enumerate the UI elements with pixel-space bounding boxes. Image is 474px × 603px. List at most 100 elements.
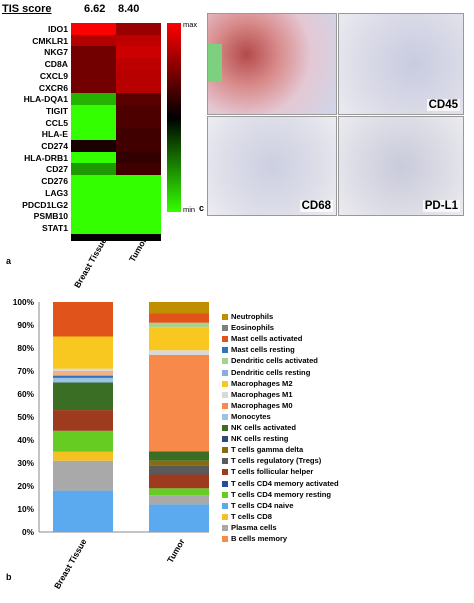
bar-segment [149, 488, 209, 496]
bar-segment [149, 465, 209, 475]
color-scale-bar [167, 23, 181, 212]
legend-swatch [222, 325, 228, 332]
y-tick-label: 90% [17, 320, 34, 330]
heatmap-cell [71, 175, 116, 188]
y-tick-label: 20% [17, 481, 34, 491]
gene-label: HLA-E [41, 129, 68, 140]
micrograph-label-cd68: CD68 [299, 200, 333, 212]
bar-segment [53, 371, 113, 376]
gene-label: PDCD1LG2 [22, 199, 68, 210]
legend-swatch [222, 491, 228, 498]
legend-entry: Dendritic cells resting [231, 367, 311, 377]
stacked-bars [38, 302, 209, 533]
legend-entry: T cells CD4 memory resting [231, 489, 332, 499]
heatmap-cell [116, 210, 161, 223]
heatmap-cell [71, 140, 116, 153]
gene-label: STAT1 [42, 222, 68, 233]
gene-label-list: IDO1 CMKLR1 NKG7 CD8A CXCL9 CXCR6 HLA-DQA1 TIGI… [0, 23, 70, 241]
heatmap-cell [116, 175, 161, 188]
heatmap-cell [71, 221, 116, 235]
legend-entry: Mast cells resting [231, 345, 295, 355]
heatmap-cell [116, 34, 161, 47]
micrograph-cd45: CD45 [338, 13, 464, 115]
legend-swatch [222, 369, 228, 376]
legend-swatch [222, 458, 228, 465]
gene-label: CD27 [46, 164, 68, 175]
micrograph-label-pdl1: PD-L1 [422, 200, 460, 212]
bar-segment [53, 382, 113, 411]
legend-entry: T cells CD8 [231, 511, 272, 521]
legend-entry: B cells memory [231, 534, 288, 543]
tis-score-breast: 6.62 [84, 3, 106, 15]
he-stain-edge [208, 44, 222, 82]
heatmap-cell [71, 163, 116, 176]
heatmap-cell [71, 34, 116, 47]
heatmap-cell [116, 104, 161, 118]
heatmap-cell [71, 93, 116, 106]
heatmap-cell [116, 151, 161, 164]
gene-label: CCL5 [45, 117, 68, 128]
heatmap-cell [71, 58, 116, 71]
micrograph-he [207, 13, 337, 115]
legend-swatch [222, 524, 228, 531]
legend-entry: Macrophages M0 [231, 400, 293, 410]
legend-swatch [222, 536, 228, 542]
heatmap-cell [116, 163, 161, 176]
legend-entry: Neutrophils [231, 312, 274, 321]
y-tick-label: 10% [17, 504, 34, 514]
gene-label: CXCR6 [38, 82, 68, 93]
heatmap-cell [116, 46, 161, 59]
legend-entry: T cells gamma delta [231, 445, 304, 455]
bar-segment [149, 495, 209, 505]
legend-entry: Dendritic cells activated [231, 356, 318, 366]
gene-label: CXCL9 [39, 70, 68, 81]
y-tick-label: 30% [17, 458, 34, 468]
legend-swatch [222, 447, 228, 454]
bar-segment [53, 490, 113, 532]
legend-entry: Macrophages M2 [231, 378, 293, 388]
legend-swatch [222, 513, 228, 520]
bar-segment [53, 336, 113, 369]
legend-entry: Macrophages M1 [231, 389, 293, 399]
heatmap-cell [71, 46, 116, 59]
legend-entry: NK cells activated [231, 423, 296, 432]
heatmap-cell [116, 23, 161, 36]
heatmap-cell [71, 104, 116, 118]
bar-segment [149, 322, 209, 328]
legend-entry: T cells CD4 memory activated [231, 478, 339, 488]
legend-entry: Eosinophils [231, 323, 275, 333]
y-tick-label: 40% [17, 435, 34, 445]
bar-segment [53, 460, 113, 491]
micrograph-cd68: CD68 [207, 116, 337, 216]
y-tick-label: 0% [22, 527, 34, 537]
heatmap-cell [116, 58, 161, 71]
gene-label: HLA-DRB1 [24, 152, 68, 163]
bar-segment [53, 368, 113, 371]
bar-segment [149, 451, 209, 461]
legend-swatch [222, 480, 228, 487]
y-tick-label: 80% [17, 343, 34, 353]
legend-swatch [222, 469, 228, 476]
gene-label: HLA-DQA1 [23, 94, 68, 105]
legend-swatch [222, 336, 228, 343]
panel-c-label: c [199, 203, 205, 213]
x-label-breast: Breast Tissue [51, 537, 89, 591]
micrograph-pdl1: PD-L1 [338, 116, 464, 216]
bar-segment [53, 302, 113, 337]
bar-segment [53, 375, 113, 378]
panel-a-label: a [6, 256, 12, 266]
panel-b-label: b [6, 572, 12, 582]
column-label-breast: Breast Tissue [71, 236, 109, 290]
gene-label: PSMB10 [33, 211, 68, 222]
bar-segment [149, 460, 209, 466]
x-label-tumor: Tumor [164, 537, 187, 565]
bar-segment [53, 430, 113, 452]
gene-label: CMKLR1 [32, 35, 68, 46]
bar-segment [53, 377, 113, 383]
gene-label: CD8A [44, 59, 68, 70]
heatmap-cell [116, 81, 161, 94]
legend-swatch [222, 436, 228, 443]
heatmap-cell [116, 198, 161, 211]
legend-entry: T cells CD4 naive [231, 500, 294, 510]
bar-segment [149, 354, 209, 452]
